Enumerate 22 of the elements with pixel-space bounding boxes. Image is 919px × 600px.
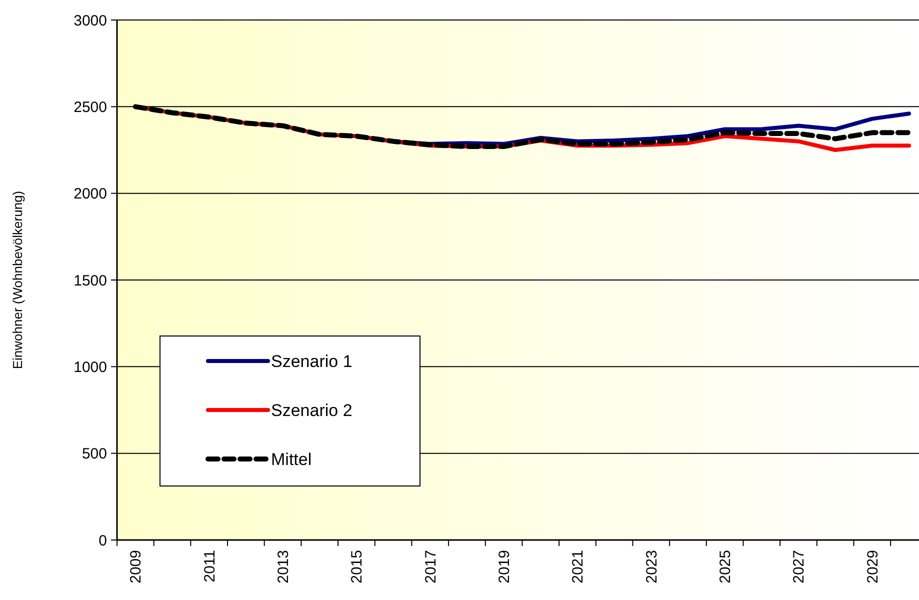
- x-tick-label: 2019: [496, 550, 514, 584]
- legend-label: Mittel: [271, 450, 312, 469]
- x-tick-label: 2021: [570, 550, 587, 584]
- y-tick-label: 1500: [74, 272, 107, 290]
- x-tick-label: 2025: [717, 550, 734, 584]
- y-tick-label: 500: [82, 446, 107, 463]
- legend-label: Szenario 2: [271, 400, 352, 420]
- y-tick-label: 2500: [74, 98, 107, 116]
- y-tick-label: 1000: [74, 358, 107, 376]
- x-tick-label: 2027: [790, 550, 808, 584]
- y-tick-label: 2000: [74, 186, 107, 203]
- x-tick-label: 2017: [422, 550, 440, 584]
- x-tick-label: 2015: [348, 550, 366, 584]
- legend-label: Szenario 1: [271, 352, 352, 371]
- x-tick-label: 2023: [643, 550, 660, 584]
- x-tick-label: 2029: [864, 550, 882, 584]
- x-tick-label: 2009: [128, 550, 145, 584]
- y-tick-label: 3000: [74, 12, 107, 30]
- x-tick-label: 2013: [275, 550, 292, 584]
- y-tick-label: 0: [98, 532, 107, 550]
- y-axis-title: Einwohner (Wohnbevölkerung): [10, 190, 25, 370]
- x-tick-label: 2011: [201, 550, 218, 582]
